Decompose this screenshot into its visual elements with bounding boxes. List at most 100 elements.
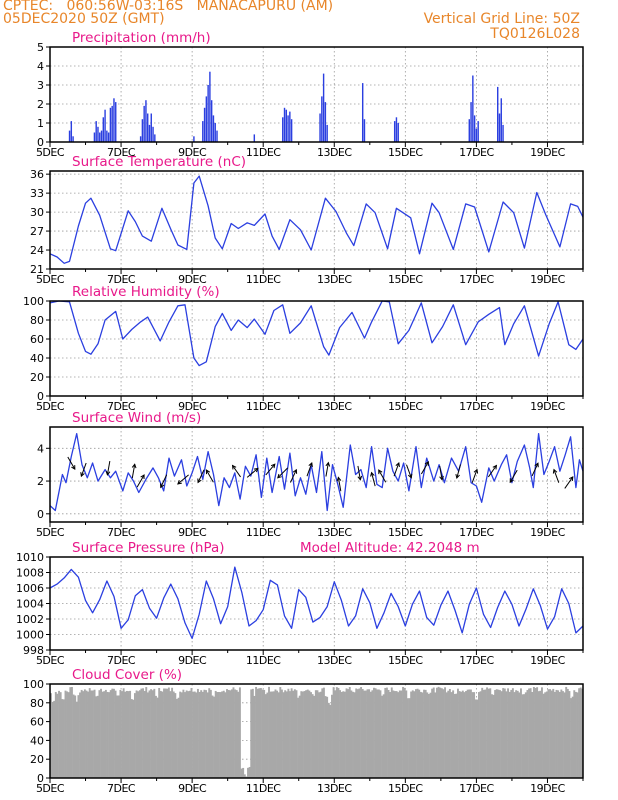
rh-frame — [49, 300, 584, 397]
cloud-bar — [557, 690, 560, 778]
cloud-bar — [360, 687, 363, 778]
precip-bar — [106, 130, 108, 142]
precip-bar — [147, 113, 149, 142]
cloud-bar — [106, 691, 109, 778]
precip-bar — [70, 121, 73, 142]
x-tick-label: 15DEC — [388, 146, 423, 159]
cloud-bar — [558, 691, 561, 778]
cloud-bar — [529, 688, 532, 778]
x-tick-label: 11DEC — [246, 146, 281, 159]
cloud-bar — [416, 688, 419, 778]
y-tick-label: 3 — [37, 79, 44, 92]
cloud-bar — [520, 688, 522, 778]
cloud-bar — [289, 691, 291, 778]
cloud-bar — [66, 691, 69, 778]
cloud-bar — [528, 688, 530, 778]
wind-arrow — [67, 456, 76, 471]
cloud-bar — [253, 695, 256, 778]
wind-arrow — [420, 460, 429, 475]
cloud-bar — [248, 767, 251, 778]
cloud-bar — [279, 687, 282, 778]
cloud-bar — [327, 702, 330, 778]
cloud-bar — [58, 690, 60, 778]
cloud-bar — [264, 694, 267, 778]
cloud-bar — [345, 688, 348, 778]
y-tick-label: 2 — [37, 475, 44, 488]
cloud-bar — [340, 691, 343, 778]
cloud-bar — [484, 689, 487, 778]
cloud-bar — [138, 690, 141, 778]
wind-arrow — [205, 469, 214, 483]
cloud-bar — [465, 691, 468, 778]
cloud-bar — [250, 689, 253, 778]
y-tick-label: 21 — [30, 263, 44, 276]
cloud-bar — [201, 691, 204, 778]
cloud-bar — [447, 690, 450, 778]
cloud-bar — [566, 688, 569, 778]
cloud-bar — [437, 686, 440, 778]
cloud-bar — [266, 692, 269, 778]
cloud-bar — [263, 689, 266, 778]
cloud-bar — [167, 687, 170, 778]
precip-bar — [324, 102, 327, 142]
cloud-bar — [373, 687, 375, 778]
x-tick-label: 9DEC — [178, 782, 207, 795]
pressure-panel: 998 1000 1002 1004 1006 1008 1010 5DEC 7DEC 9DEC 1… — [16, 540, 584, 667]
x-tick-label: 17DEC — [459, 146, 494, 159]
x-tick-label: 19DEC — [530, 146, 565, 159]
cloud-bar — [256, 688, 259, 778]
x-tick-label: 5DEC — [36, 273, 65, 286]
cloud-bar — [552, 688, 555, 778]
cloud-bar — [182, 689, 185, 778]
precip-bar — [205, 96, 208, 142]
cloud-bar — [466, 689, 469, 778]
wind-arrow — [80, 462, 87, 478]
cloud-bar — [474, 699, 477, 778]
cloud-bar — [544, 692, 547, 778]
x-tick-label: 15DEC — [388, 782, 423, 795]
cloud-bar — [389, 691, 392, 778]
x-tick-label: 13DEC — [317, 273, 352, 286]
cloud-bar — [576, 692, 579, 778]
cloud-bar — [445, 692, 448, 778]
cloud-bar — [411, 690, 414, 778]
cloud-bar — [96, 695, 99, 778]
cloud-bar — [453, 693, 456, 778]
precip-bar — [104, 109, 106, 142]
cloud-bar — [174, 693, 177, 778]
cloud-bar — [305, 690, 308, 778]
cloud-bar — [555, 689, 558, 778]
precip-bar — [113, 98, 115, 142]
cloud-bar — [476, 699, 479, 778]
cloud-bar — [355, 688, 358, 778]
x-tick-label: 11DEC — [246, 654, 281, 667]
cloud-bar — [518, 692, 521, 778]
cloud-bar — [452, 690, 455, 778]
precip-bar — [326, 124, 328, 142]
cloud-bar — [303, 691, 306, 778]
cloud-bar — [156, 697, 159, 778]
cloud-bar — [547, 689, 550, 778]
wind-arrow — [136, 474, 145, 488]
precip-bar — [152, 126, 154, 142]
wind-panel: 0 2 4 5DEC 7DEC 9DEC 11DEC 13DEC 15DEC 17DEC 19DEC… — [36, 410, 584, 539]
cloud-bar — [187, 691, 190, 778]
cloud-bar — [497, 689, 500, 778]
cloud-bar — [431, 688, 434, 778]
cloud-bar — [376, 689, 379, 778]
x-tick-label: 11DEC — [246, 526, 281, 539]
precip-bar — [154, 134, 156, 142]
cloud-bar — [537, 691, 540, 778]
wind-frame — [49, 426, 584, 523]
cloud-bar — [318, 692, 321, 778]
cloud-bar — [381, 695, 384, 778]
y-tick-label: 0 — [37, 136, 44, 149]
x-tick-label: 13DEC — [317, 400, 352, 413]
precip-bar — [141, 119, 144, 142]
precip-bar — [102, 117, 105, 142]
cloud-bar — [395, 691, 398, 778]
cloud-bar — [185, 690, 188, 778]
cloud-bar — [541, 687, 543, 778]
cloud-bar — [127, 691, 130, 778]
precip-bar — [72, 136, 74, 142]
